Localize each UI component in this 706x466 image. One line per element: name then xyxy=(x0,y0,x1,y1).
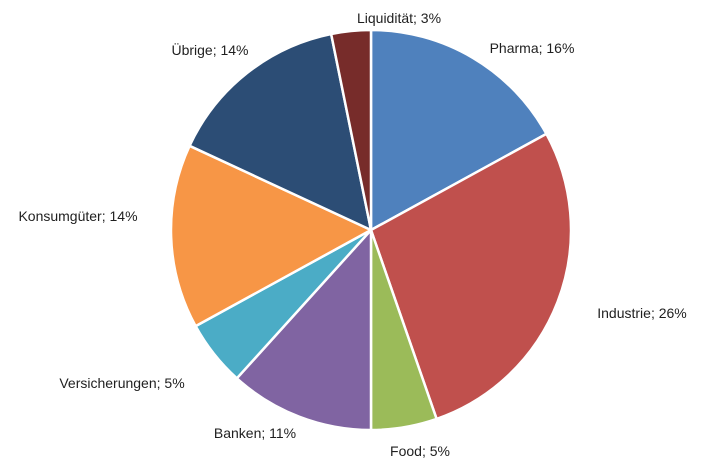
data-label-pharma: Pharma; 16% xyxy=(490,40,575,56)
pie-slices xyxy=(169,28,573,432)
data-label-versicherungen: Versicherungen; 5% xyxy=(59,375,184,391)
data-label-konsumgüter: Konsumgüter; 14% xyxy=(18,208,137,224)
pie-slice-übrige xyxy=(188,32,373,232)
pie-slice-liquidität xyxy=(329,28,373,232)
pie-slice-pharma xyxy=(369,28,548,232)
data-label-liquidität: Liquidität; 3% xyxy=(357,10,441,26)
data-label-food: Food; 5% xyxy=(390,443,450,459)
pie-slice-banken xyxy=(235,228,373,432)
pie-slice-industrie xyxy=(369,132,573,421)
pie-labels: Pharma; 16% Industrie; 26% Food; 5% Banken;… xyxy=(18,10,686,459)
pie-slice-konsumgüter xyxy=(169,144,373,328)
data-label-industrie: Industrie; 26% xyxy=(597,305,687,321)
data-label-übrige: Übrige; 14% xyxy=(171,41,248,58)
data-label-banken: Banken; 11% xyxy=(214,425,296,441)
